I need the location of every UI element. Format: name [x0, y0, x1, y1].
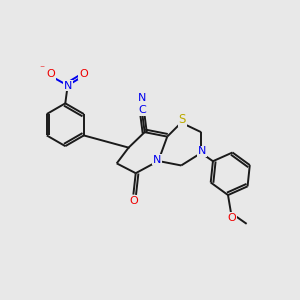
Text: N: N [198, 146, 206, 157]
Text: O: O [46, 69, 55, 79]
Text: C: C [138, 105, 146, 115]
Text: O: O [79, 69, 88, 79]
Text: O: O [227, 213, 236, 223]
Text: O: O [129, 196, 138, 206]
Text: N: N [64, 80, 72, 91]
Text: N: N [138, 93, 146, 103]
Text: S: S [178, 113, 186, 126]
Text: ⁻: ⁻ [40, 64, 45, 74]
Text: N: N [153, 154, 162, 164]
